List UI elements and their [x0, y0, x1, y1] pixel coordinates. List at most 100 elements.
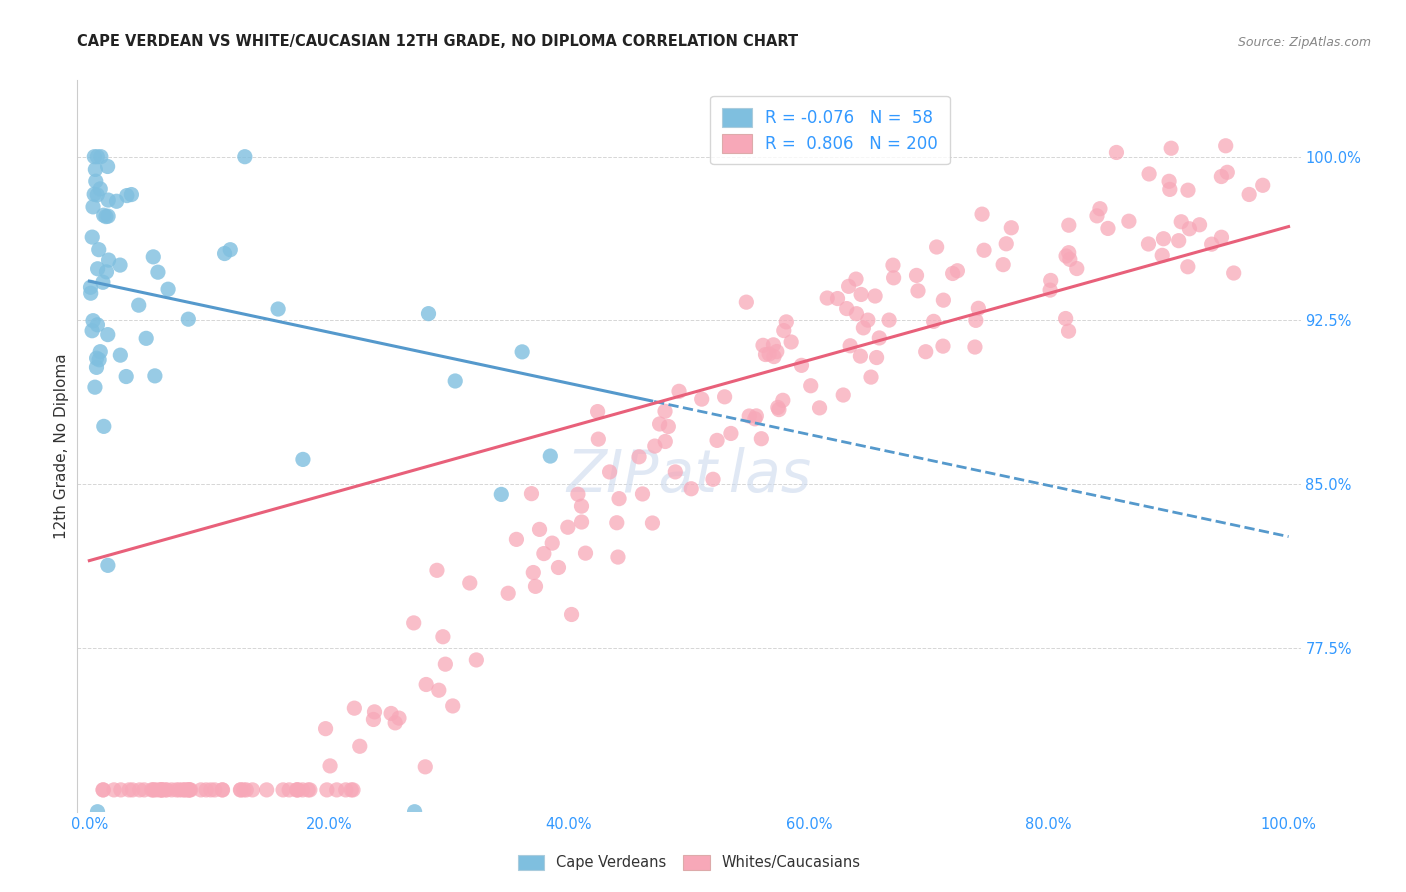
Point: [160, 783, 183, 797]
Text: CAPE VERDEAN VS WHITE/CAUCASIAN 12TH GRADE, NO DIPLOMA CORRELATION CHART: CAPE VERDEAN VS WHITE/CAUCASIAN 12TH GRA…: [77, 34, 799, 49]
Point: [607, 550, 630, 565]
Point: [174, 783, 197, 797]
Point: [520, 486, 543, 500]
Point: [235, 783, 257, 797]
Point: [815, 291, 838, 305]
Point: [229, 783, 252, 797]
Point: [97, 253, 120, 268]
Point: [1000, 220, 1022, 235]
Point: [654, 434, 676, 449]
Point: [384, 715, 406, 730]
Point: [1137, 237, 1160, 252]
Point: [808, 401, 831, 415]
Point: [852, 321, 875, 335]
Point: [1215, 138, 1237, 153]
Point: [87, 243, 110, 257]
Point: [340, 783, 363, 797]
Point: [599, 465, 621, 479]
Point: [94, 210, 117, 224]
Point: [204, 783, 226, 797]
Point: [586, 404, 609, 418]
Point: [1211, 230, 1233, 244]
Point: [1057, 245, 1080, 260]
Point: [128, 783, 150, 797]
Point: [765, 344, 787, 359]
Point: [335, 783, 357, 797]
Point: [775, 315, 797, 329]
Point: [180, 783, 202, 797]
Point: [108, 258, 131, 272]
Point: [1167, 234, 1189, 248]
Point: [297, 783, 319, 797]
Point: [86, 150, 108, 164]
Point: [83, 150, 105, 164]
Point: [859, 370, 882, 384]
Point: [97, 558, 120, 573]
Point: [86, 805, 108, 819]
Point: [1088, 202, 1111, 216]
Point: [690, 392, 713, 406]
Point: [211, 783, 233, 797]
Point: [363, 713, 385, 727]
Point: [1085, 209, 1108, 223]
Point: [142, 250, 165, 264]
Point: [173, 783, 195, 797]
Point: [868, 331, 890, 345]
Point: [97, 160, 120, 174]
Point: [150, 783, 173, 797]
Point: [86, 351, 108, 366]
Point: [856, 313, 879, 327]
Point: [657, 419, 679, 434]
Point: [146, 783, 169, 797]
Point: [110, 783, 132, 797]
Point: [319, 759, 342, 773]
Point: [128, 298, 150, 312]
Point: [142, 783, 165, 797]
Point: [780, 334, 803, 349]
Point: [242, 783, 264, 797]
Point: [214, 246, 236, 260]
Point: [84, 174, 107, 188]
Point: [1153, 232, 1175, 246]
Point: [702, 472, 724, 486]
Point: [524, 579, 547, 593]
Point: [150, 783, 173, 797]
Legend: Cape Verdeans, Whites/Caucasians: Cape Verdeans, Whites/Caucasians: [512, 848, 866, 876]
Point: [118, 783, 141, 797]
Text: ZIPat las: ZIPat las: [567, 447, 811, 504]
Point: [143, 368, 166, 383]
Point: [444, 374, 467, 388]
Point: [882, 258, 904, 272]
Legend: R = -0.076   N =  58, R =  0.806   N = 200: R = -0.076 N = 58, R = 0.806 N = 200: [710, 96, 949, 164]
Point: [849, 349, 872, 363]
Point: [120, 187, 142, 202]
Point: [967, 301, 990, 316]
Point: [103, 783, 125, 797]
Point: [496, 586, 519, 600]
Point: [91, 783, 114, 797]
Point: [83, 187, 105, 202]
Point: [271, 783, 294, 797]
Point: [402, 615, 425, 630]
Point: [121, 783, 143, 797]
Point: [973, 244, 995, 258]
Point: [706, 434, 728, 448]
Point: [827, 292, 849, 306]
Point: [631, 487, 654, 501]
Point: [865, 351, 887, 365]
Point: [681, 482, 703, 496]
Point: [1039, 283, 1062, 297]
Point: [713, 390, 735, 404]
Point: [914, 344, 936, 359]
Point: [839, 339, 862, 353]
Point: [195, 783, 218, 797]
Point: [315, 783, 337, 797]
Point: [1059, 252, 1081, 267]
Point: [91, 275, 114, 289]
Point: [1170, 215, 1192, 229]
Point: [1216, 165, 1239, 179]
Point: [91, 783, 114, 797]
Point: [170, 783, 193, 797]
Point: [1057, 218, 1080, 232]
Point: [845, 272, 868, 286]
